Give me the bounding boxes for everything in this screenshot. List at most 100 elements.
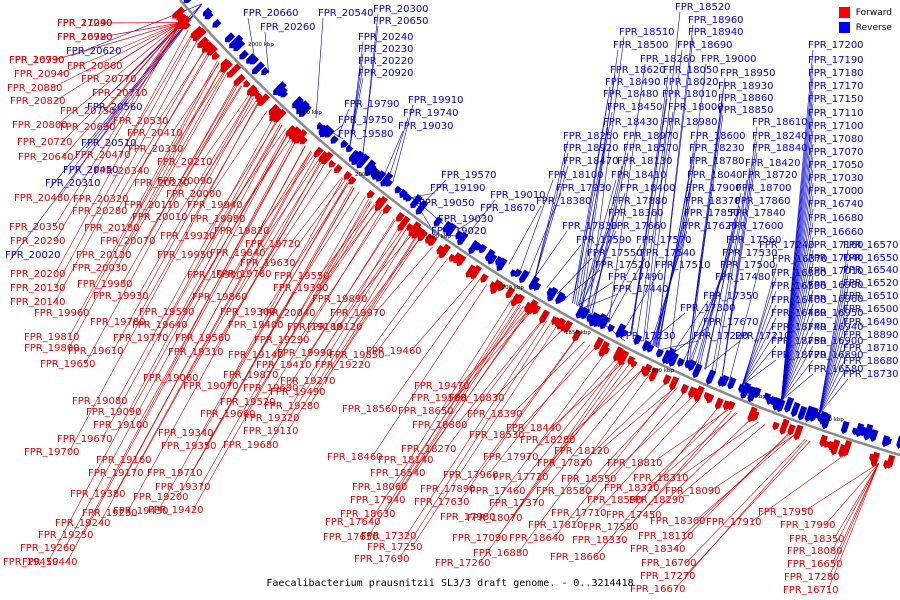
- reverse-gene-label[interactable]: FPR_18410: [611, 170, 667, 181]
- forward-gene-label[interactable]: FPR_19550: [274, 271, 330, 282]
- reverse-gene-label[interactable]: FPR_17600: [728, 221, 784, 232]
- forward-gene-label[interactable]: FPR_19400: [228, 320, 284, 331]
- reverse-gene-label[interactable]: FPR_16510: [843, 291, 899, 302]
- reverse-gene-label[interactable]: FPR_16740: [808, 199, 864, 210]
- forward-gene-label[interactable]: FPR_19070: [183, 381, 239, 392]
- forward-gene-label[interactable]: FPR_19320: [244, 413, 300, 424]
- reverse-gene-label[interactable]: FPR_17560: [726, 235, 782, 246]
- forward-gene-label[interactable]: FPR_19880: [190, 214, 246, 225]
- forward-gene-label[interactable]: FPR_19140: [228, 350, 284, 361]
- forward-gene-label[interactable]: FPR_18310: [633, 473, 689, 484]
- forward-gene-label[interactable]: FPR_19940: [187, 200, 243, 211]
- forward-gene-label[interactable]: FPR_19820: [214, 226, 270, 237]
- forward-gene-label[interactable]: FPR_19430: [113, 506, 169, 517]
- forward-gene-label[interactable]: FPR_16700: [641, 558, 697, 569]
- reverse-gene-label[interactable]: FPR_17570: [636, 235, 692, 246]
- forward-gene-label[interactable]: FPR_19390: [273, 283, 329, 294]
- forward-gene-label[interactable]: FPR_18090: [665, 486, 721, 497]
- reverse-gene-label[interactable]: FPR_18940: [688, 27, 744, 38]
- forward-gene-label[interactable]: FPR_20270: [134, 178, 190, 189]
- forward-gene-label[interactable]: FPR_17980: [440, 512, 496, 523]
- reverse-gene-label[interactable]: FPR_20560: [87, 102, 143, 113]
- forward-gene-label[interactable]: FPR_19780: [90, 317, 146, 328]
- reverse-gene-label[interactable]: FPR_18610: [752, 117, 808, 128]
- reverse-gene-label[interactable]: FPR_20240: [358, 32, 414, 43]
- reverse-gene-label[interactable]: FPR_16400: [771, 295, 827, 306]
- forward-gene-label[interactable]: FPR_19860: [192, 292, 248, 303]
- reverse-gene-label[interactable]: FPR_17160: [808, 240, 864, 251]
- reverse-gene-label[interactable]: FPR_18730: [843, 369, 899, 380]
- reverse-gene-label[interactable]: FPR_18490: [605, 77, 661, 88]
- forward-gene-label[interactable]: FPR_17690: [354, 554, 410, 565]
- forward-gene-label[interactable]: FPR_19840: [210, 248, 266, 259]
- forward-gene-label[interactable]: FPR_20750: [60, 106, 116, 117]
- forward-gene-label[interactable]: FPR_18830: [449, 393, 505, 404]
- reverse-gene-label[interactable]: FPR_16890: [808, 350, 864, 361]
- forward-gene-label[interactable]: FPR_18060: [352, 482, 408, 493]
- reverse-gene-label[interactable]: FPR_17030: [808, 173, 864, 184]
- reverse-gene-label[interactable]: FPR_17080: [808, 134, 864, 145]
- reverse-gene-label[interactable]: FPR_18690: [677, 40, 733, 51]
- reverse-gene-label[interactable]: FPR_19000: [701, 54, 757, 65]
- forward-gene-label[interactable]: FPR_19090: [86, 407, 142, 418]
- reverse-gene-label[interactable]: FPR_19020: [431, 226, 487, 237]
- forward-gene-label[interactable]: FPR_19810: [24, 332, 80, 343]
- forward-gene-label[interactable]: FPR_18650: [398, 406, 454, 417]
- forward-gene-label[interactable]: FPR_19890: [312, 294, 368, 305]
- forward-gene-label[interactable]: FPR_17910: [706, 517, 762, 528]
- forward-gene-label[interactable]: FPR_19080: [72, 396, 128, 407]
- forward-gene-label[interactable]: FPR_18070: [467, 513, 523, 524]
- forward-gene-label[interactable]: FPR_19630: [240, 258, 296, 269]
- forward-gene-label[interactable]: FPR_16710: [783, 585, 839, 596]
- forward-gene-label[interactable]: FPR_19930: [93, 291, 149, 302]
- reverse-gene-label[interactable]: FPR_18840: [752, 143, 808, 154]
- reverse-gene-label[interactable]: FPR_18100: [548, 170, 604, 181]
- forward-gene-label[interactable]: FPR_20320: [73, 194, 129, 205]
- forward-gene-label[interactable]: FPR_19950: [157, 250, 213, 261]
- forward-gene-label[interactable]: FPR_16730: [9, 55, 65, 66]
- reverse-gene-label[interactable]: FPR_17530: [722, 248, 778, 259]
- forward-gene-label[interactable]: FPR_20860: [67, 61, 123, 72]
- forward-gene-label[interactable]: FPR_19980: [77, 279, 133, 290]
- forward-gene-label[interactable]: FPR_18540: [370, 468, 426, 479]
- reverse-gene-label[interactable]: FPR_18620: [610, 65, 666, 76]
- reverse-gene-label[interactable]: FPR_17860: [735, 196, 791, 207]
- forward-gene-label[interactable]: FPR_18320: [604, 483, 660, 494]
- reverse-gene-label[interactable]: FPR_18670: [480, 203, 536, 214]
- reverse-gene-label[interactable]: FPR_18920: [563, 143, 619, 154]
- forward-gene-label[interactable]: FPR_18110: [638, 531, 694, 542]
- forward-gene-label[interactable]: FPR_19960: [34, 308, 90, 319]
- reverse-gene-label[interactable]: FPR_20220: [358, 56, 414, 67]
- reverse-gene-label[interactable]: FPR_17660: [611, 221, 667, 232]
- forward-gene-label[interactable]: FPR_17710: [551, 508, 607, 519]
- reverse-gene-label[interactable]: FPR_16540: [843, 265, 899, 276]
- forward-gene-label[interactable]: FPR_19900: [187, 270, 243, 281]
- reverse-gene-label[interactable]: FPR_16390: [771, 281, 827, 292]
- forward-gene-label[interactable]: FPR_17580: [583, 522, 639, 533]
- forward-gene-label[interactable]: FPR_16720: [57, 32, 113, 43]
- reverse-gene-label[interactable]: FPR_19570: [441, 170, 497, 181]
- reverse-gene-label[interactable]: FPR_18770: [771, 350, 827, 361]
- forward-gene-label[interactable]: FPR_20180: [84, 223, 140, 234]
- reverse-gene-label[interactable]: FPR_16980: [808, 280, 864, 291]
- forward-gene-label[interactable]: FPR_19060: [143, 373, 199, 384]
- reverse-gene-label[interactable]: FPR_18380: [536, 196, 592, 207]
- reverse-gene-label[interactable]: FPR_17180: [808, 68, 864, 79]
- forward-gene-label[interactable]: FPR_18550: [561, 474, 617, 485]
- forward-gene-label[interactable]: FPR_18350: [789, 534, 845, 545]
- reverse-gene-label[interactable]: FPR_20650: [373, 16, 429, 27]
- forward-gene-label[interactable]: FPR_18440: [506, 423, 562, 434]
- forward-gene-label[interactable]: FPR_20130: [10, 283, 66, 294]
- forward-gene-label[interactable]: FPR_19650: [40, 359, 96, 370]
- forward-gene-label[interactable]: FPR_19770: [113, 333, 169, 344]
- forward-gene-label[interactable]: FPR_19280: [264, 401, 320, 412]
- forward-gene-label[interactable]: FPR_19490: [270, 387, 326, 398]
- forward-gene-label[interactable]: FPR_18290: [629, 495, 685, 506]
- forward-gene-label[interactable]: FPR_19700: [24, 447, 80, 458]
- forward-gene-label[interactable]: FPR_19160: [96, 455, 152, 466]
- reverse-gene-label[interactable]: FPR_17490: [608, 272, 664, 283]
- forward-gene-label[interactable]: FPR_19680: [223, 440, 279, 451]
- forward-gene-label[interactable]: FPR_19100: [93, 420, 149, 431]
- forward-gene-label[interactable]: FPR_20480: [14, 193, 70, 204]
- forward-gene-label[interactable]: FPR_19110: [243, 426, 299, 437]
